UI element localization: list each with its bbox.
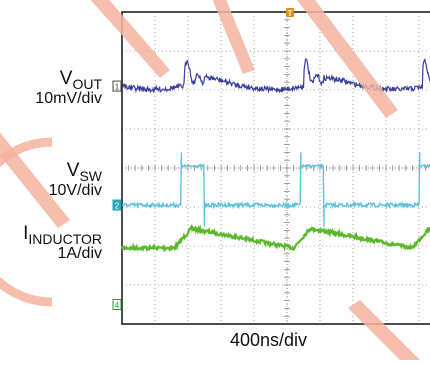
vsw-scale: 10V/div bbox=[48, 182, 102, 199]
channel-1-marker-label: 1 bbox=[115, 83, 120, 92]
vout-label: VOUT 10mV/div bbox=[35, 68, 102, 108]
vout-name: V bbox=[59, 68, 73, 89]
channel-2-marker bbox=[112, 199, 122, 211]
overlay-stroke-1 bbox=[90, 0, 170, 78]
channel-4-marker bbox=[112, 299, 122, 310]
overlay-stroke-5 bbox=[348, 300, 420, 365]
overlay-stroke-3 bbox=[297, 0, 398, 118]
trigger-marker-label: T bbox=[288, 9, 293, 18]
overlay-stroke-4 bbox=[0, 132, 70, 228]
trace-output-voltage bbox=[121, 57, 430, 94]
overlay-stroke-2 bbox=[212, 0, 255, 74]
trigger-marker bbox=[286, 8, 294, 17]
vout-scale: 10mV/div bbox=[35, 90, 102, 107]
x-axis-label: 400ns/div bbox=[230, 330, 308, 350]
vsw-label: VSW 10V/div bbox=[49, 160, 102, 200]
inductor-name: I bbox=[23, 223, 29, 244]
inductor-label: IINDUCTOR 1A/div bbox=[23, 223, 102, 263]
channel-2-marker-label: 2 bbox=[115, 202, 120, 211]
inductor-subscript: INDUCTOR bbox=[28, 231, 102, 247]
channel-4-marker-label: 4 bbox=[115, 301, 120, 310]
trace-inductor-current bbox=[120, 224, 430, 253]
overlay-arc bbox=[0, 137, 53, 307]
vsw-subscript: SW bbox=[79, 168, 102, 184]
vsw-name: V bbox=[66, 160, 80, 181]
vout-subscript: OUT bbox=[72, 76, 102, 92]
channel-1-marker bbox=[112, 80, 122, 92]
trace-switch-voltage bbox=[121, 152, 430, 227]
inductor-scale: 1A/div bbox=[57, 245, 102, 262]
